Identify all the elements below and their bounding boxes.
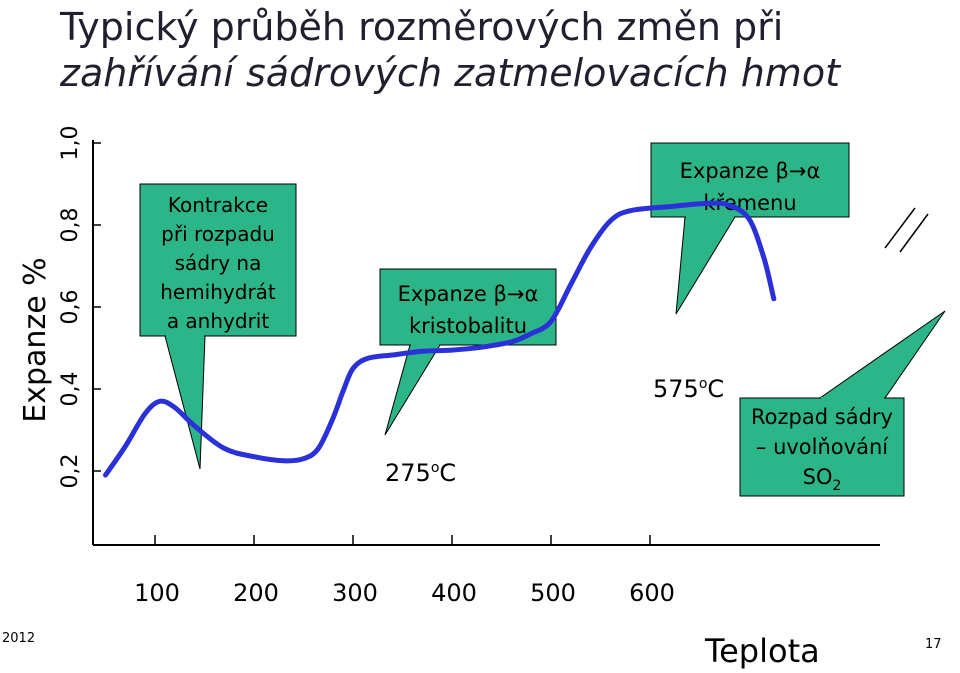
x-axis-title: Teplota xyxy=(705,632,820,670)
series-curve xyxy=(103,200,777,478)
callout-decomposition: Rozpad sádry – uvolňování SO2 xyxy=(739,310,946,497)
label-275C: 275oC xyxy=(385,459,456,487)
y-tick-label-2: 0,6 xyxy=(58,290,83,325)
y-tick-label-4: 1,0 xyxy=(58,126,83,161)
callout-contraction-line-3: hemihydrát xyxy=(160,280,276,304)
callout-contraction-line-2: sádry na xyxy=(175,251,262,275)
callout-decomposition-line-2: SO2 xyxy=(803,465,842,494)
callout-cristobalite: Expanze β→α kristobalitu xyxy=(379,268,557,436)
y-tick-label-3: 0,8 xyxy=(58,208,83,243)
callout-decomposition-pointer xyxy=(818,310,946,399)
callout-cristobalite-line-1: kristobalitu xyxy=(409,314,527,338)
callout-cristobalite-pointer xyxy=(384,344,441,436)
callout-contraction-line-4: a anhydrit xyxy=(167,309,270,333)
break-mark-1 xyxy=(884,207,916,249)
chart-series xyxy=(103,200,929,478)
x-tick-label-400: 400 xyxy=(431,579,477,607)
chart-labels: Expanze % 275oC 575oC xyxy=(18,257,724,487)
y-tick-label-0: 0,2 xyxy=(58,454,83,489)
label-575C: 575oC xyxy=(653,375,724,403)
title-line-1: Typický průběh rozměrových změn při xyxy=(60,5,784,49)
chart-callouts: Kontrakce při rozpadu sádry na hemihydrát a … xyxy=(139,142,946,497)
y-axis-title: Expanze % xyxy=(18,257,53,422)
page-number: 17 xyxy=(925,637,942,652)
chart-axes xyxy=(92,140,880,546)
x-tick-label-300: 300 xyxy=(332,579,378,607)
title-line-2: zahřívání sádrových zatmelovacích hmot xyxy=(60,51,840,95)
callout-decomposition-line-1: – uvolňování xyxy=(756,435,889,459)
y-tick-label-1: 0,4 xyxy=(58,372,83,407)
break-mark-2 xyxy=(899,213,929,253)
callout-contraction-line-1: při rozpadu xyxy=(161,222,275,246)
callout-contraction: Kontrakce při rozpadu sádry na hemihydrát a … xyxy=(139,183,297,470)
callout-decomposition-line-0: Rozpad sádry xyxy=(751,405,893,429)
x-tick-label-200: 200 xyxy=(233,579,279,607)
chart-title: Typický průběh rozměrových změn při zahř… xyxy=(60,4,940,96)
x-tick-label-500: 500 xyxy=(530,579,576,607)
callout-cristobalite-box xyxy=(379,268,557,346)
chart-ticks: 100 200 300 400 500 600 0,2 0,4 0,6 0,8 1,0 xyxy=(58,126,675,608)
callout-quartz-pointer xyxy=(675,216,736,315)
callout-contraction-line-0: Kontrakce xyxy=(168,193,268,217)
callout-decomposition-box xyxy=(739,397,905,497)
x-tick-label-100: 100 xyxy=(134,579,180,607)
callout-contraction-box xyxy=(139,183,297,337)
callout-cristobalite-line-0: Expanze β→α xyxy=(398,282,539,306)
x-tick-label-600: 600 xyxy=(629,579,675,607)
footer-year: 2012 xyxy=(2,631,36,646)
callout-quartz-line-0: Expanze β→α xyxy=(680,159,821,183)
